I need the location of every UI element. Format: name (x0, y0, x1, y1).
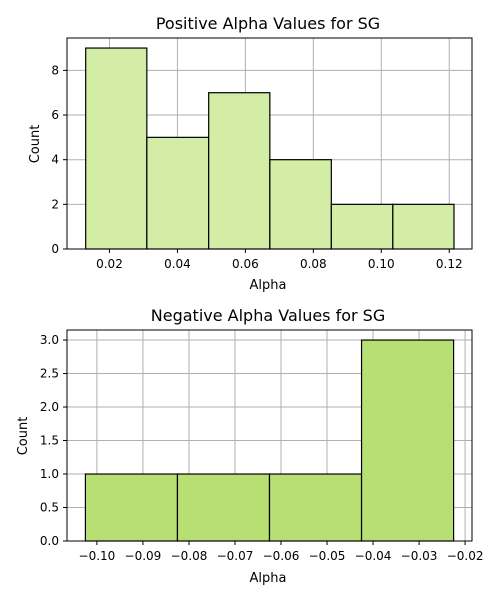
chart-negative-alpha: Negative Alpha Values for SG Alpha Count… (16, 306, 483, 586)
histogram-bar (85, 47, 148, 250)
plot-frame (66, 37, 473, 250)
x-tick-label: −0.02 (447, 549, 484, 563)
y-tick-label: 1.5 (40, 434, 59, 448)
x-axis-label: Alpha (250, 278, 287, 293)
x-ticks: −0.10 −0.09 −0.08 −0.07 −0.06 −0.05 −0.04 −0.03… (79, 541, 484, 563)
y-axis-label: Count (16, 417, 31, 456)
chart-positive-alpha: Positive Alpha Values for SG Alpha Count… (28, 14, 473, 293)
x-axis-label: Alpha (250, 571, 287, 586)
histogram-bar (268, 473, 363, 542)
plot-frame (66, 329, 473, 542)
histogram-bar (360, 339, 455, 542)
x-tick-label: −0.03 (401, 549, 438, 563)
histogram-bar (208, 92, 271, 250)
y-tick-label: 0 (51, 242, 59, 256)
x-ticks: 0.02 0.04 0.06 0.08 0.10 0.12 (96, 249, 463, 271)
x-tick-label: −0.06 (263, 549, 300, 563)
y-tick-label: 2.5 (40, 367, 59, 381)
x-tick-label: 0.12 (436, 257, 463, 271)
x-tick-label: −0.05 (309, 549, 346, 563)
chart-title: Positive Alpha Values for SG (156, 14, 380, 33)
y-ticks: 0.0 0.5 1.0 1.5 2.0 2.5 3.0 (40, 333, 67, 548)
y-ticks: 0 2 4 6 8 (51, 63, 67, 256)
histogram-bar (146, 136, 210, 250)
y-tick-label: 6 (51, 108, 59, 122)
x-tick-label: 0.04 (164, 257, 191, 271)
x-tick-label: 0.10 (368, 257, 395, 271)
histogram-bars (85, 47, 455, 250)
x-tick-label: −0.04 (355, 549, 392, 563)
y-tick-label: 2.0 (40, 400, 59, 414)
y-tick-label: 0.0 (40, 534, 59, 548)
histogram-bars (84, 339, 455, 542)
histogram-bar (269, 159, 332, 250)
chart-title: Negative Alpha Values for SG (151, 306, 385, 325)
x-tick-label: −0.07 (217, 549, 254, 563)
histogram-bar (84, 473, 179, 542)
y-tick-label: 8 (51, 63, 59, 77)
y-tick-label: 0.5 (40, 501, 59, 515)
x-tick-label: 0.08 (300, 257, 327, 271)
x-tick-label: −0.10 (79, 549, 116, 563)
histogram-bar (176, 473, 271, 542)
histogram-bar (392, 203, 455, 250)
x-tick-label: −0.09 (125, 549, 162, 563)
x-tick-label: −0.08 (171, 549, 208, 563)
x-tick-label: 0.06 (232, 257, 259, 271)
y-tick-label: 4 (51, 153, 59, 167)
y-tick-label: 2 (51, 197, 59, 211)
y-tick-label: 3.0 (40, 333, 59, 347)
histogram-bar (330, 203, 394, 250)
y-axis-label: Count (28, 125, 43, 164)
y-tick-label: 1.0 (40, 467, 59, 481)
x-tick-label: 0.02 (96, 257, 123, 271)
